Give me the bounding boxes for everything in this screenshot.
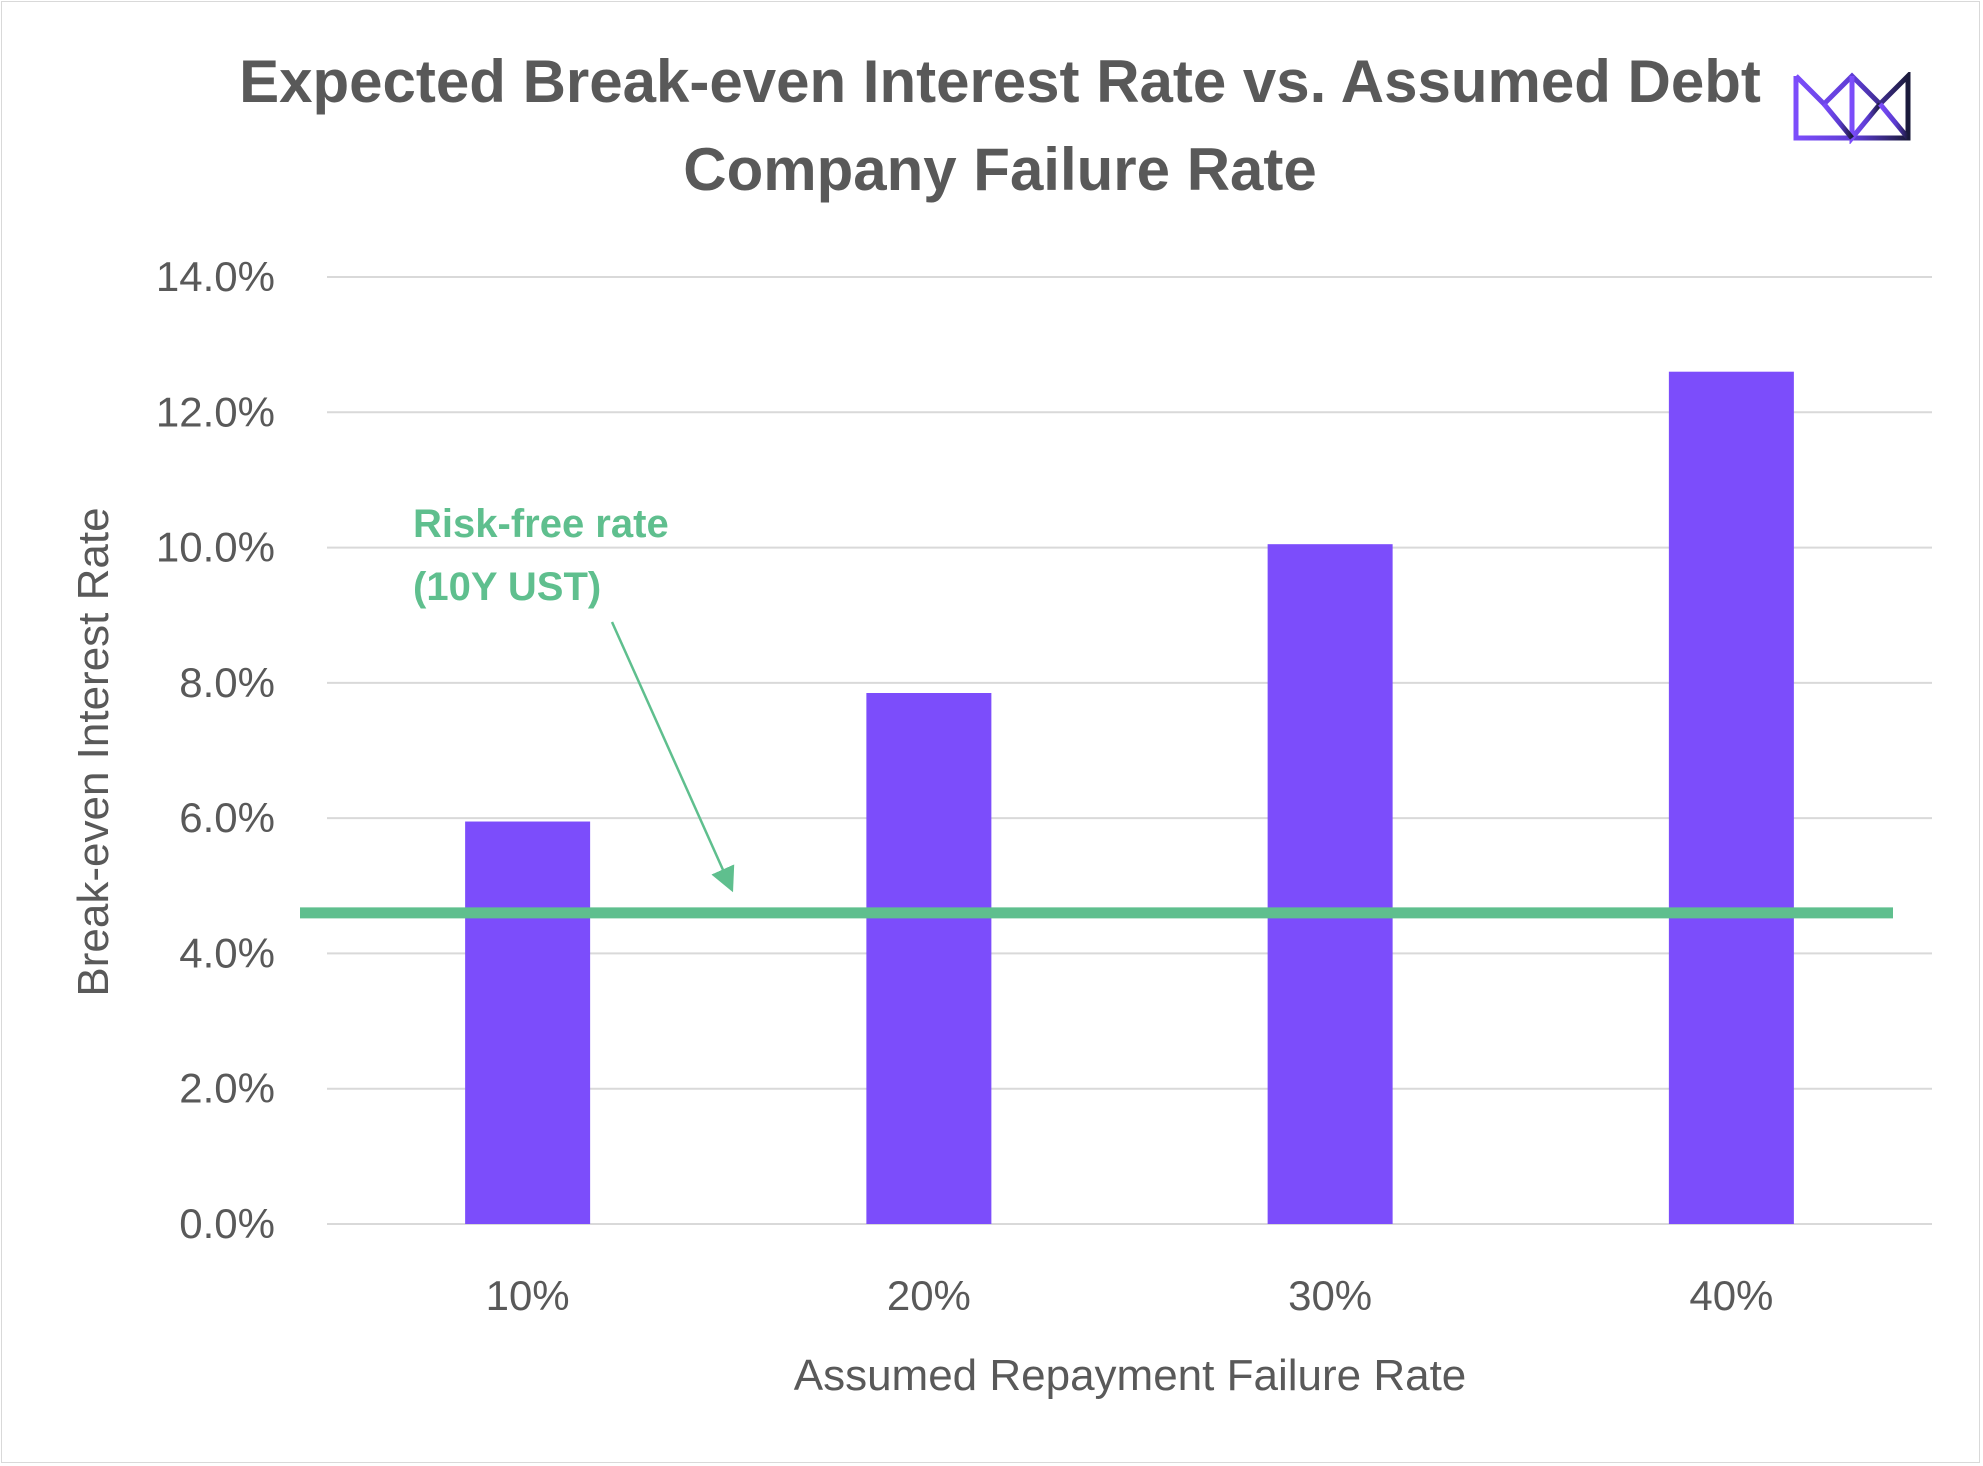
bar xyxy=(1668,371,1794,1224)
risk-free-rate-sublabel: (10Y UST) xyxy=(413,565,601,609)
x-tick-label: 20% xyxy=(887,1272,971,1319)
bar xyxy=(1267,544,1393,1224)
bars xyxy=(465,371,1794,1224)
y-tick-label: 4.0% xyxy=(179,929,275,976)
gridlines xyxy=(327,276,1932,1225)
y-tick-label: 8.0% xyxy=(179,659,275,706)
y-tick-label: 12.0% xyxy=(156,388,275,435)
risk-free-rate-label: Risk-free rate xyxy=(413,502,669,546)
y-tick-label: 10.0% xyxy=(156,524,275,571)
x-axis-title: Assumed Repayment Failure Rate xyxy=(794,1351,1467,1400)
x-tick-label: 30% xyxy=(1288,1272,1372,1319)
x-tick-labels: 10% 20% 30% 40% xyxy=(486,1272,1774,1319)
y-tick-labels: 0.0% 2.0% 4.0% 6.0% 8.0% 10.0% 12.0% 14.0% xyxy=(156,253,275,1247)
x-tick-label: 40% xyxy=(1689,1272,1773,1319)
chart-title: Expected Break-even Interest Rate vs. As… xyxy=(239,48,1761,203)
y-tick-label: 0.0% xyxy=(179,1200,275,1247)
y-tick-label: 2.0% xyxy=(179,1065,275,1112)
risk-free-rate-label-line2: (10Y UST) xyxy=(413,565,601,609)
bar xyxy=(866,693,992,1224)
y-tick-label: 6.0% xyxy=(179,794,275,841)
bar xyxy=(465,821,591,1224)
y-tick-label: 14.0% xyxy=(156,253,275,300)
x-tick-label: 10% xyxy=(486,1272,570,1319)
annotation-arrow xyxy=(610,621,735,893)
risk-free-rate-label-line1: Risk-free rate xyxy=(413,502,669,546)
crown-logo-icon xyxy=(1793,72,1911,144)
y-axis-title: Break-even Interest Rate xyxy=(69,507,118,996)
